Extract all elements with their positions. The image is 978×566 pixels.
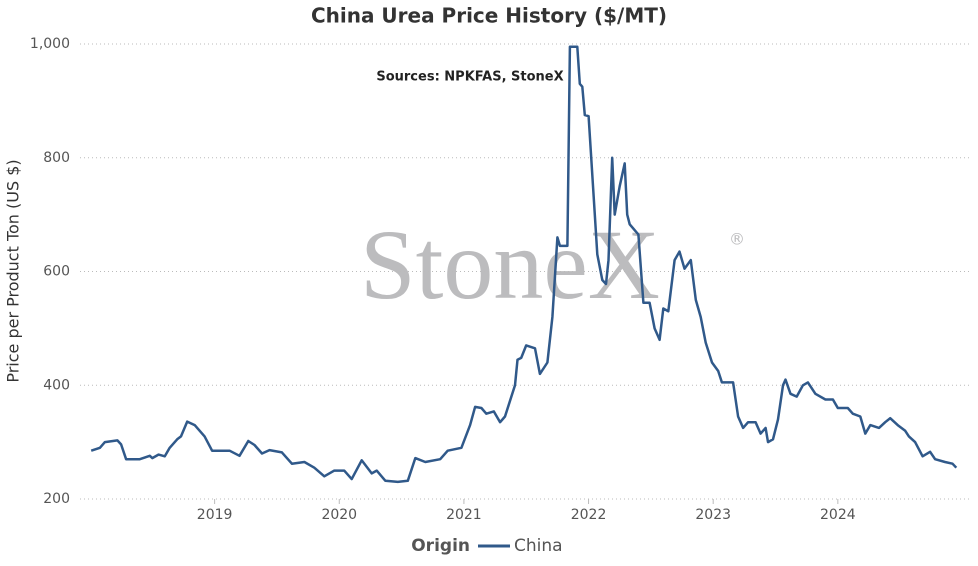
- x-tick-label: 2022: [571, 507, 607, 523]
- x-tick-label: 2020: [321, 507, 357, 523]
- x-tick-label: 2023: [695, 507, 731, 523]
- legend-title: Origin: [411, 536, 470, 556]
- watermark: StoneX: [360, 209, 660, 320]
- y-tick-label: 1,000: [30, 36, 70, 52]
- watermark-mark: ®: [729, 230, 745, 249]
- y-tick-label: 400: [43, 377, 70, 393]
- series-line: [90, 45, 958, 484]
- y-axis-label: Price per Product Ton (US $): [4, 159, 23, 382]
- chart-title: China Urea Price History ($/MT): [311, 4, 667, 28]
- x-tick-label: 2021: [446, 507, 482, 523]
- legend-label: China: [514, 536, 563, 556]
- y-tick-label: 800: [43, 150, 70, 166]
- y-tick-label: 200: [43, 491, 70, 507]
- x-tick-label: 2019: [197, 507, 233, 523]
- chart-subtitle: Sources: NPKFAS, StoneX: [376, 70, 563, 85]
- y-tick-label: 600: [43, 264, 70, 280]
- x-tick-label: 2024: [820, 507, 856, 523]
